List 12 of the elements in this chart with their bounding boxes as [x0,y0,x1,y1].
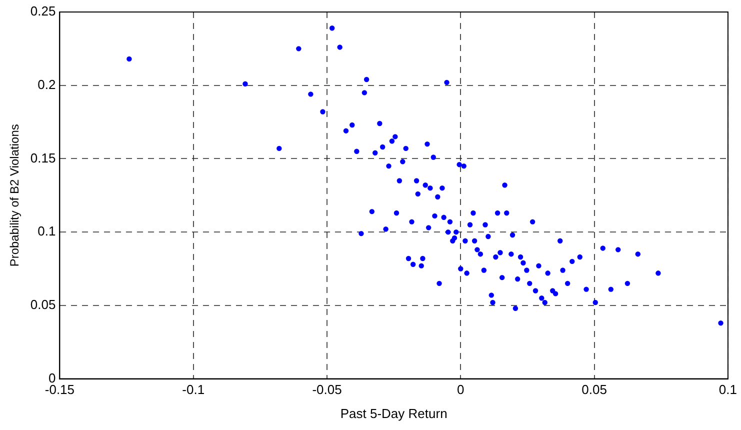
y-tick-label: 0.2 [38,76,56,92]
x-axis-title: Past 5-Day Return [340,406,448,421]
y-tick-label: 0.05 [30,297,56,312]
y-axis-title: Probability of B2 Violations [8,124,22,267]
x-tick-label: -0.1 [182,382,205,398]
y-tick-label: 0.15 [30,150,56,166]
x-tick-label: 0.1 [718,382,738,398]
y-tick-label: 0.1 [38,224,56,239]
x-tick-label: 0 [457,382,464,398]
x-tick-label: 0.05 [582,382,607,398]
x-tick-label: -0.05 [312,382,342,398]
y-tick-label: 0.25 [30,4,56,19]
